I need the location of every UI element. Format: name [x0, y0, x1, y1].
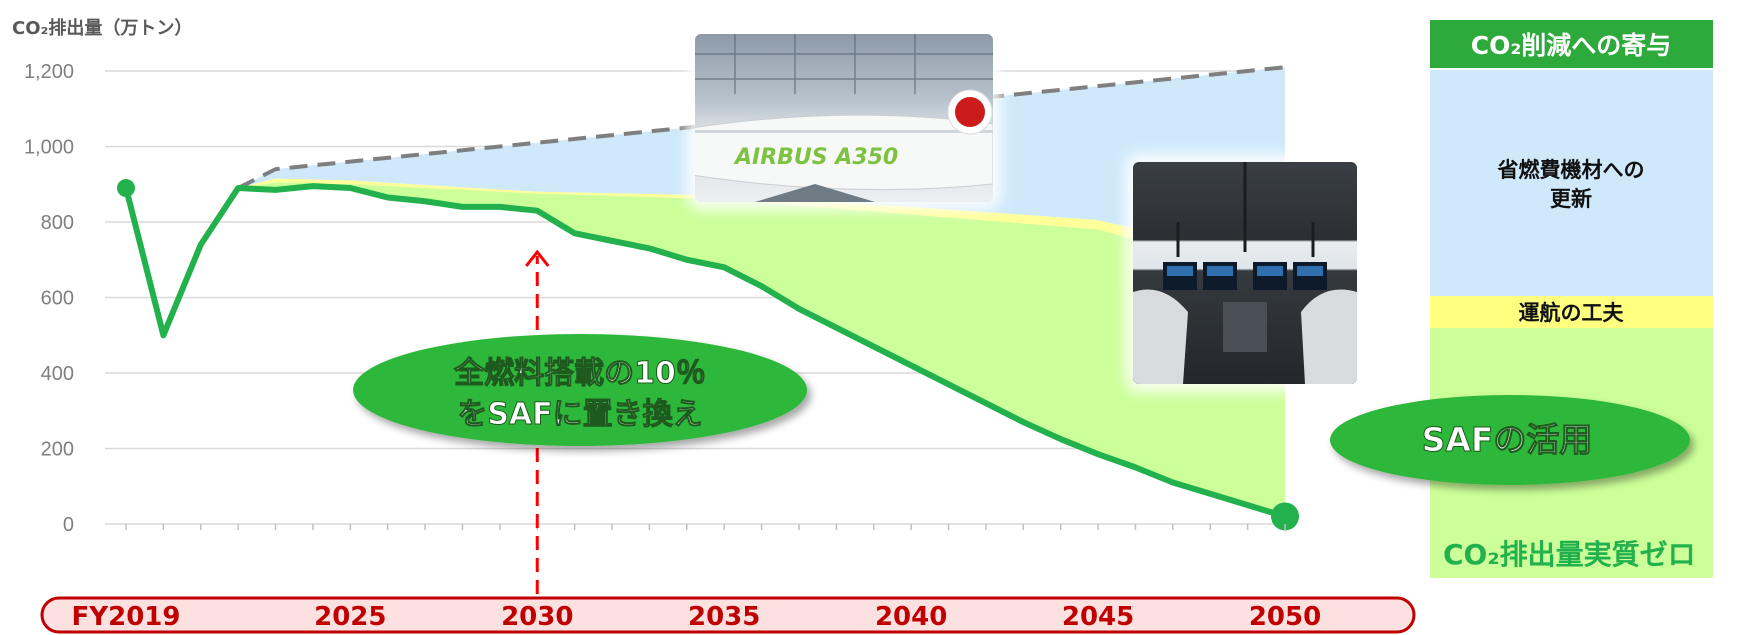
y-tick-label: 600: [41, 288, 74, 310]
legend-title: CO₂削減への寄与: [1471, 31, 1672, 60]
x-tick-label: 2050: [1249, 602, 1321, 632]
y-tick-label: 1,000: [24, 137, 74, 159]
cockpit-photo: [1133, 162, 1357, 384]
x-tick-label: 2025: [314, 602, 386, 632]
x-tick-labels: FY2019 2025 2030 2035 2040 2045 2050: [72, 602, 1322, 632]
y-tick-label: 800: [41, 212, 74, 234]
x-tick-label: 2045: [1062, 602, 1134, 632]
area-saf: [238, 182, 1286, 517]
saf-2030-label-line2: をSAFに置き換え: [457, 397, 702, 432]
x-tick-label: 2040: [875, 602, 947, 632]
actual-emission-line: [123, 183, 1286, 520]
saf-usage-callout: [1330, 395, 1690, 485]
legend-panel-fleet: [1430, 70, 1713, 296]
end-point: [1271, 502, 1299, 531]
legend-panel-operations: [1430, 296, 1713, 328]
legend-fleet-line1: 省燃費機材への: [1497, 158, 1645, 182]
x-tick-label: 2035: [688, 602, 760, 632]
x-minor-ticks: [125, 524, 1286, 530]
legend-saf: SAFの活用: [1422, 420, 1593, 459]
bau-dashed-line: [237, 65, 1286, 190]
y-tick-label: 1,200: [24, 61, 74, 83]
legend-fleet-line2: 更新: [1550, 187, 1592, 211]
start-point: [117, 179, 135, 198]
saf-2030-label-line1: 全燃料搭載の10％: [453, 356, 706, 391]
svg-text:AIRBUS A350: AIRBUS A350: [733, 145, 898, 170]
y-tick-label: 400: [41, 363, 74, 385]
x-tick-label: 2030: [501, 602, 573, 632]
y-tick-labels: 0 200 400 600 800 1,000 1,200: [24, 61, 74, 536]
x-axis-band: [40, 596, 1416, 634]
y-axis-title: CO₂排出量（万トン）: [12, 17, 192, 39]
aircraft-photo: AIRBUS A350: [695, 34, 993, 202]
y-tick-label: 200: [41, 439, 74, 461]
net-zero-label: CO₂排出量実質ゼロ: [1443, 538, 1696, 571]
arrow-head-icon: [525, 249, 550, 267]
y-tick-label: 0: [63, 514, 74, 536]
saf-2030-callout: [353, 334, 807, 446]
legend-operations: 運航の工夫: [1519, 301, 1625, 325]
legend-title-box: [1430, 20, 1713, 68]
x-tick-label: FY2019: [72, 602, 181, 632]
